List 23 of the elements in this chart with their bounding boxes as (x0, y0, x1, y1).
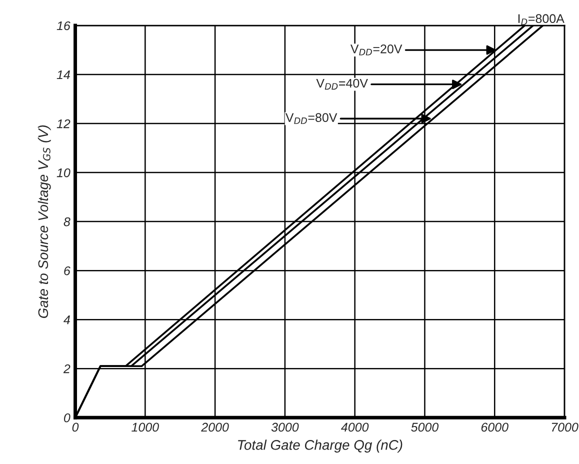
y-tick-label: 2 (63, 364, 70, 374)
x-tick-label: 2000 (201, 422, 229, 432)
x-axis-title: Total Gate Charge Qg (nC) (238, 440, 402, 453)
y-tick-label: 0 (64, 413, 70, 422)
x-tick-label: 1000 (132, 422, 159, 432)
x-tick-label: 7000 (552, 422, 578, 432)
y-tick-label: 10 (56, 168, 70, 178)
y-tick-label: 8 (64, 217, 70, 226)
annotation: V$_{DD}$=20V (350, 44, 402, 56)
y-axis-title: Gate to Source Voltage V$_{GS}$ (V) (38, 125, 51, 318)
x-tick-label: 4000 (341, 422, 369, 432)
annotation: V$_{DD}$=80V (285, 113, 338, 124)
y-tick-label: 14 (56, 70, 70, 80)
x-tick-label: 5000 (411, 422, 439, 432)
y-tick-label: 12 (56, 119, 70, 128)
y-tick-label: 4 (64, 316, 70, 324)
x-tick-label: 6000 (481, 422, 508, 432)
y-tick-label: 6 (64, 266, 70, 276)
x-tick-label: 0 (72, 422, 79, 432)
x-tick-label: 3000 (271, 422, 299, 432)
text: I$_{D}$=800A (518, 14, 564, 25)
y-tick-label: 16 (56, 21, 70, 30)
annotation: V$_{DD}$=40V (316, 78, 368, 90)
